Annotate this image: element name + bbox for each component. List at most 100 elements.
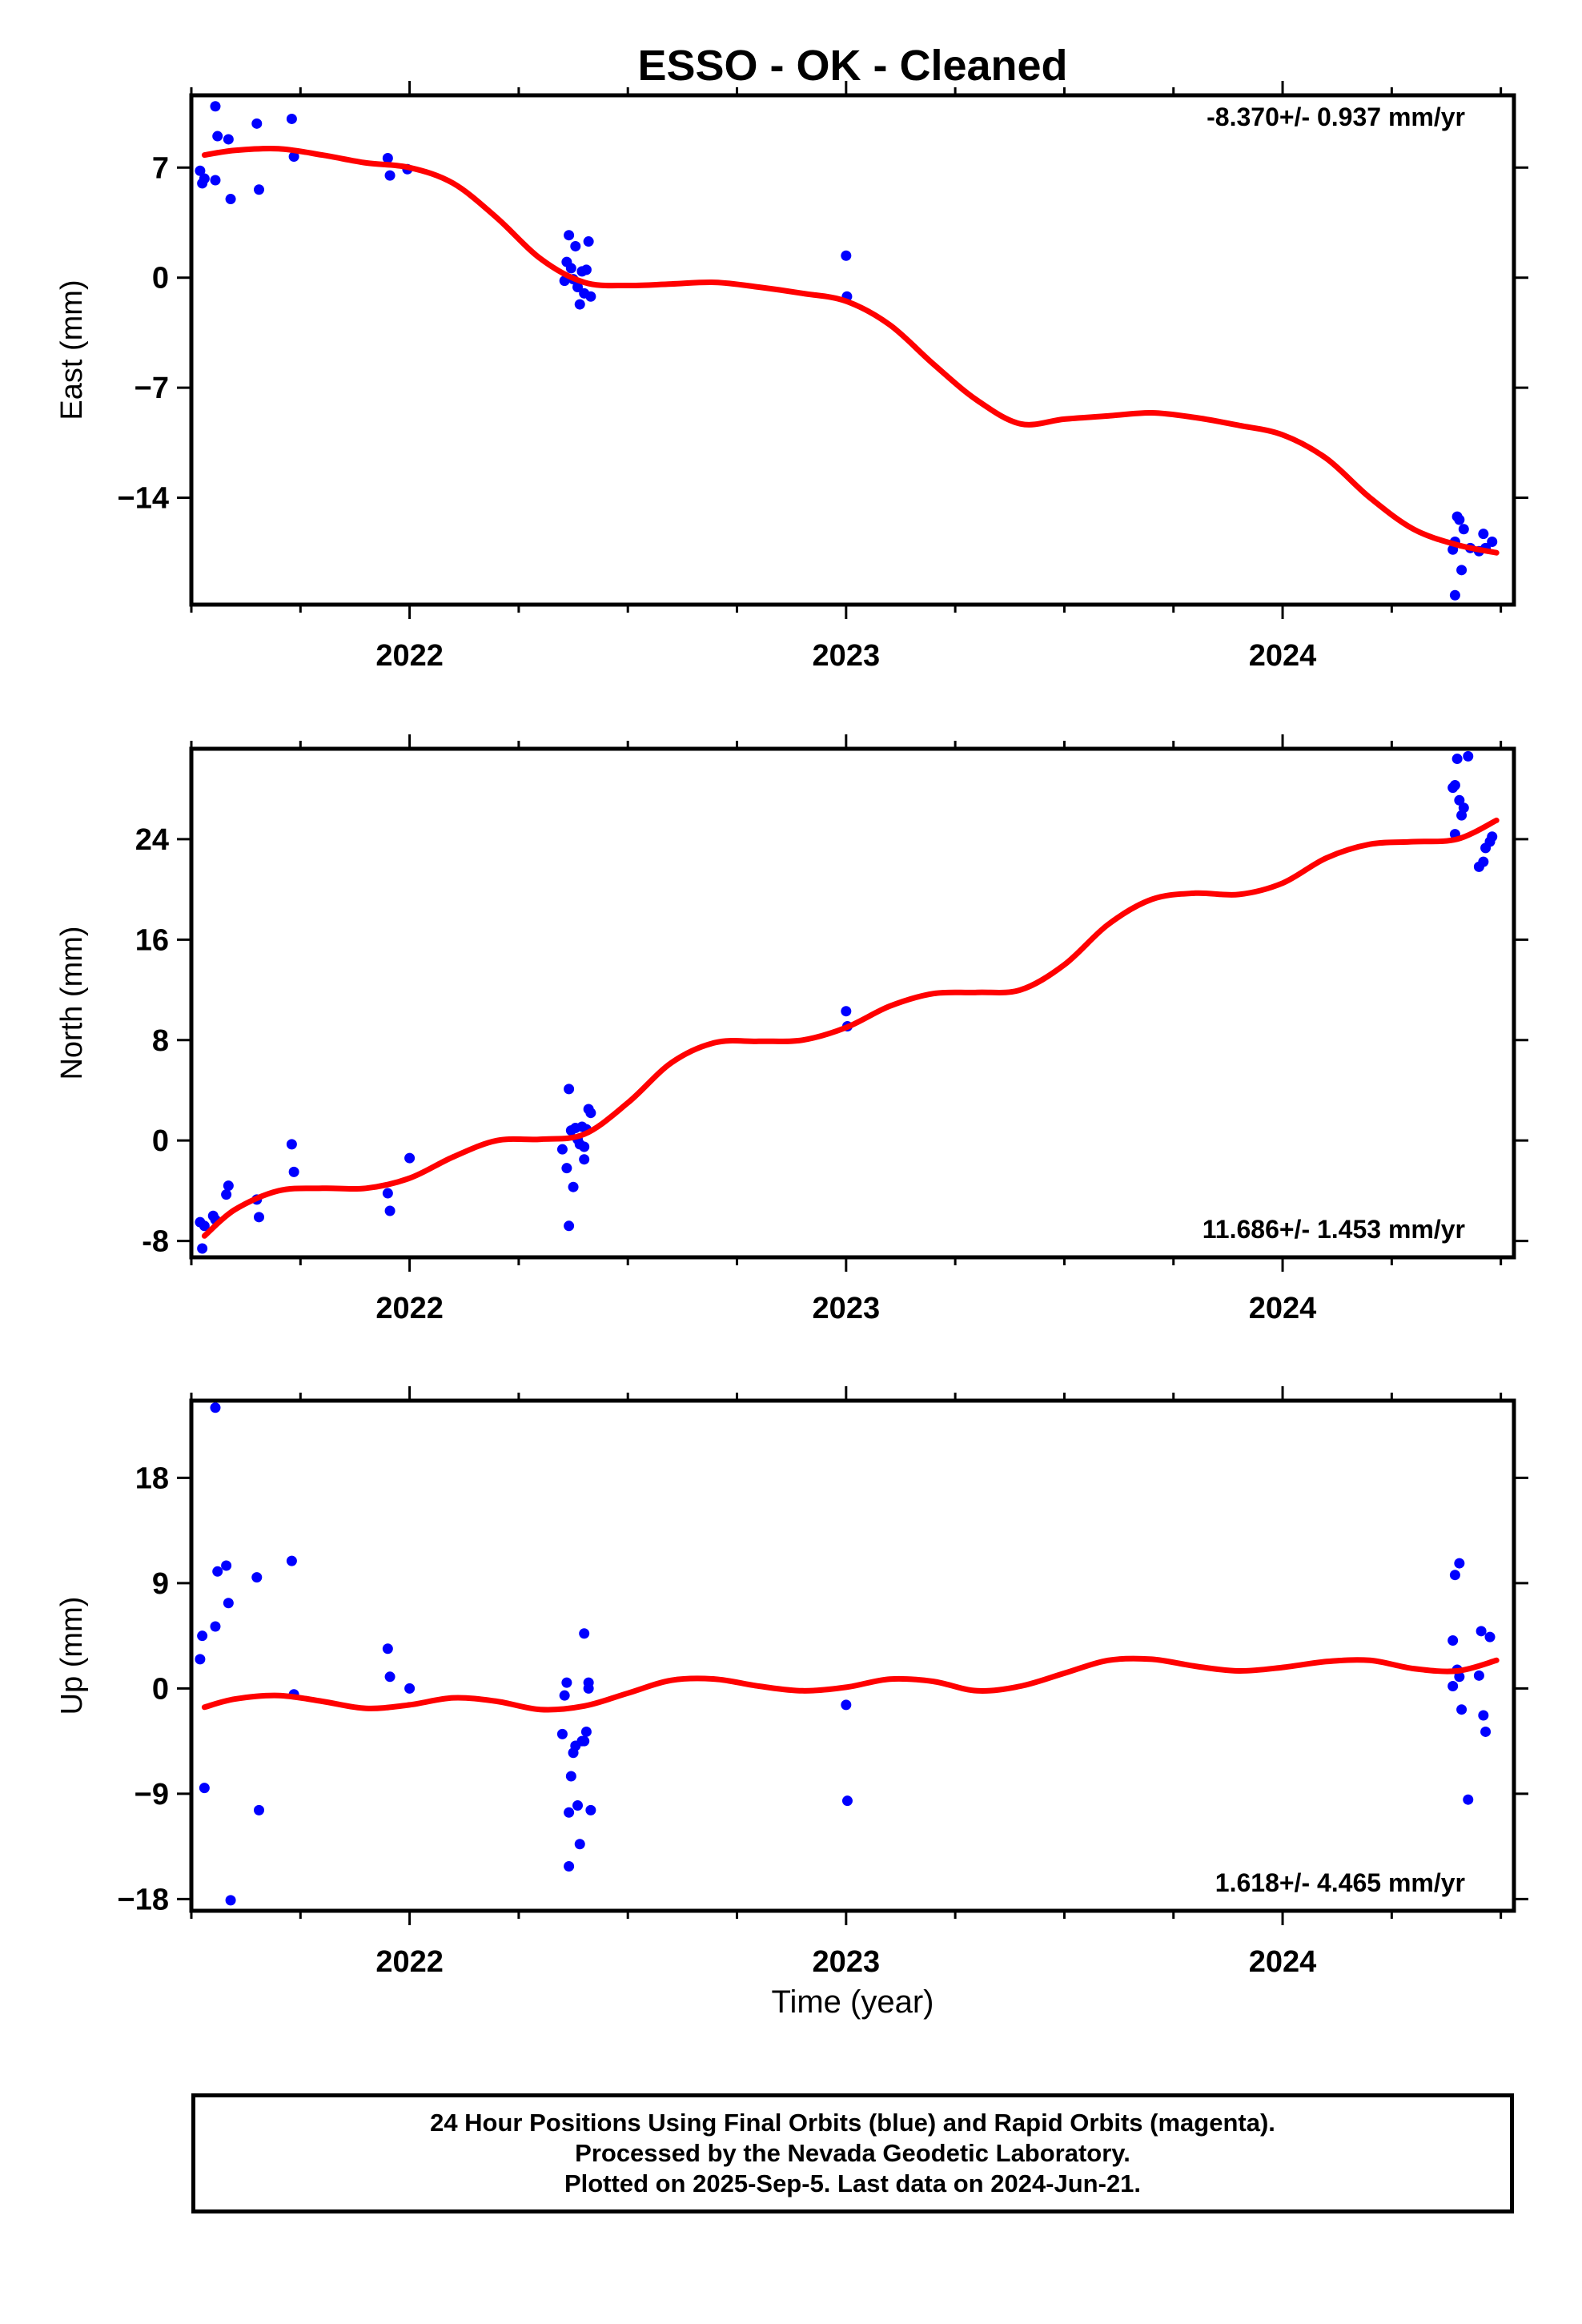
up-xtick-label: 2022 [375,1945,444,1979]
up-data-point [564,1807,575,1818]
north-data-point [1458,802,1469,814]
east-ytick-label: 0 [152,262,169,296]
east-data-point [1478,529,1489,540]
east-data-point [570,240,581,251]
up-data-point [841,1699,852,1711]
footer-line-1: 24 Hour Positions Using Final Orbits (bl… [430,2109,1275,2137]
north-data-point [841,1006,852,1017]
up-data-point [841,1795,853,1807]
up-xtick-label: 2023 [813,1945,881,1979]
up-data-point [583,1683,594,1694]
up-data-point [1447,1635,1459,1647]
east-data-point [1454,514,1465,525]
up-data-point [574,1839,585,1850]
up-data-point [1484,1631,1496,1642]
east-data-point [195,165,206,176]
chart-title: ESSO - OK - Cleaned [637,42,1067,90]
up-panel: 18 9 0 −9 −18 2022 2023 2024 Up (mm) 1.618+/- 4.4… [55,1386,1528,1979]
east-data-point [223,134,234,145]
north-data-point [1478,856,1489,867]
up-data-point [556,1728,568,1739]
up-data-point [223,1598,234,1609]
east-xtick-label: 2022 [375,639,444,673]
east-data-point [583,236,594,247]
east-data-point [210,101,221,112]
up-data-point [559,1690,570,1701]
up-data-point [195,1654,206,1665]
up-ytick-label: −18 [118,1883,169,1916]
up-fit-curve [201,1655,1500,1713]
north-data-point [568,1181,579,1192]
up-data-point [251,1572,263,1583]
up-xtick-label: 2024 [1249,1945,1317,1979]
north-ytick-label: -8 [142,1225,169,1259]
east-rate-label: -8.370+/- 0.937 mm/yr [1207,103,1465,131]
north-xtick-label: 2024 [1249,1292,1317,1325]
up-data-point [254,1804,265,1815]
east-data-point [251,118,263,129]
east-data-point [1456,565,1468,576]
up-data-point [1478,1710,1489,1721]
east-data-point [254,184,265,195]
north-data-point [1463,750,1474,762]
up-rate-label: 1.618+/- 4.465 mm/yr [1215,1868,1465,1897]
east-data-point [585,291,596,302]
up-data-point [221,1560,232,1571]
up-data-point [579,1628,590,1639]
east-xtick-label: 2023 [813,639,881,673]
x-axis-label: Time (year) [772,1984,934,2020]
east-data-point [382,153,393,164]
east-data-point [565,263,576,274]
footer-line-3: Plotted on 2025-Sep-5. Last data on 2024… [564,2169,1142,2197]
north-xtick-label: 2022 [375,1292,444,1325]
east-data-point [288,151,299,163]
north-data-point [1487,831,1498,842]
up-data-point [286,1555,297,1566]
north-data-point [286,1139,297,1150]
up-data-point [197,1630,208,1642]
up-data-point [565,1771,576,1782]
up-data-point [1476,1626,1487,1637]
north-panel: 24 16 8 0 -8 2022 2023 2024 North (mm) 11.686+/- … [55,734,1528,1325]
up-ytick-label: 0 [152,1672,169,1706]
up-data-point [585,1804,596,1815]
east-data-point [841,250,852,261]
north-data-point [585,1108,596,1119]
up-data-point [1456,1704,1468,1715]
up-data-point [572,1800,584,1811]
east-data-point [210,175,221,186]
east-xtick-label: 2024 [1249,639,1317,673]
up-data-point [1447,1680,1459,1691]
up-data-point [212,1566,223,1577]
east-ytick-label: −7 [135,372,169,405]
north-ytick-label: 16 [135,923,169,957]
up-data-point [199,1783,210,1794]
up-data-point [1473,1670,1484,1681]
east-y-axis-label: East (mm) [55,279,89,420]
up-data-point [579,1735,590,1747]
north-xtick-label: 2023 [813,1292,881,1325]
north-ytick-label: 24 [135,823,169,857]
footer-caption: 24 Hour Positions Using Final Orbits (bl… [191,2093,1514,2213]
up-data-point [382,1643,393,1655]
north-data-point [221,1189,232,1200]
up-data-point [561,1677,572,1688]
north-data-point [404,1152,416,1164]
north-data-point [579,1154,590,1165]
up-plot-frame [189,1398,1516,1913]
up-ytick-label: −9 [135,1778,169,1811]
up-data-point [1454,1671,1465,1683]
up-data-point [580,1726,592,1737]
up-ytick-label: 18 [135,1462,169,1495]
east-data-point [286,113,297,124]
up-data-point [404,1683,416,1694]
north-data-point [564,1084,575,1095]
up-data-point [225,1895,236,1906]
north-data-point [288,1166,299,1177]
north-data-point [199,1220,210,1232]
north-y-axis-label: North (mm) [55,926,89,1080]
east-ytick-label: −14 [118,482,169,516]
up-data-point [210,1621,221,1632]
east-data-point [574,299,585,310]
